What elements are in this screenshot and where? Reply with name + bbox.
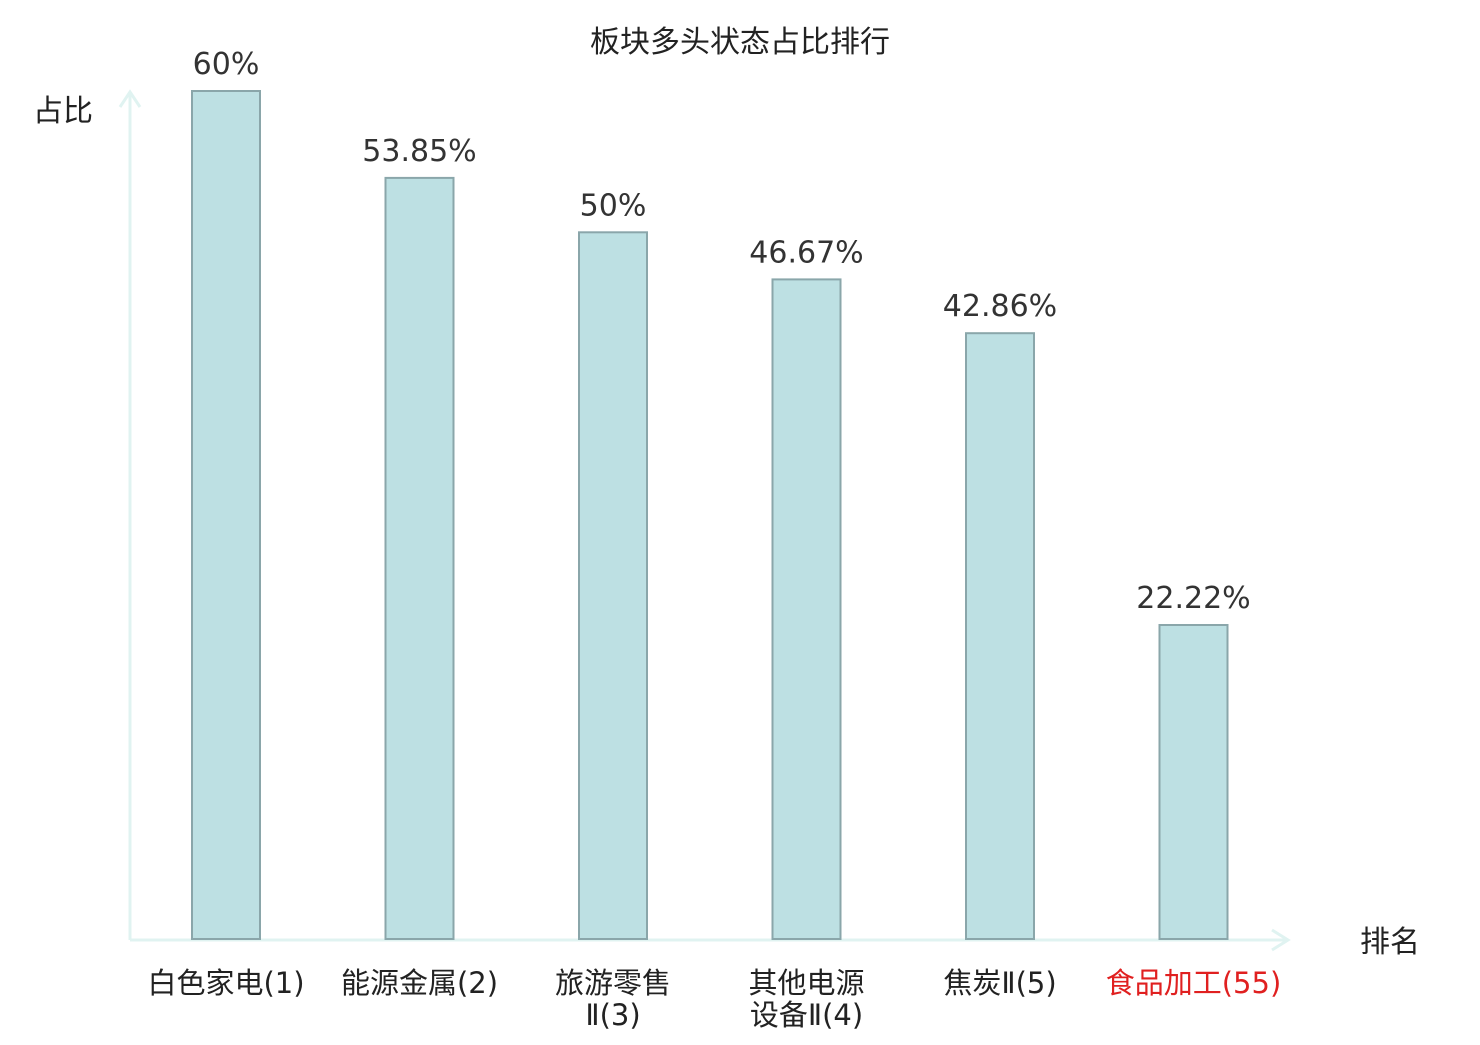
value-label-4: 46.67% bbox=[749, 235, 863, 270]
value-label-1: 60% bbox=[193, 47, 260, 82]
value-label-3: 50% bbox=[580, 188, 647, 223]
y-axis-arrow bbox=[118, 89, 142, 108]
y-axis-label: 占比 bbox=[33, 94, 93, 129]
x-axis-arrow bbox=[1271, 928, 1291, 952]
value-label-5: 42.86% bbox=[943, 289, 1057, 324]
value-labels-group: 60% 53.85% 50% 46.67% 42.86% 22.22% bbox=[193, 47, 1251, 616]
bars-group bbox=[191, 90, 1229, 941]
x-axis-label: 排名 bbox=[1360, 925, 1420, 960]
chart-title: 板块多头状态占比排行 bbox=[590, 25, 890, 60]
bar-2 bbox=[384, 176, 455, 940]
category-label-3-line-1: 旅游零售 bbox=[555, 966, 671, 1000]
bar-3 bbox=[578, 231, 648, 941]
bar-4 bbox=[771, 278, 842, 940]
category-label-6: 食品加工(55) bbox=[1106, 966, 1282, 1000]
category-label-1: 白色家电(1) bbox=[147, 966, 304, 1000]
bar-5 bbox=[965, 332, 1035, 940]
bar-1 bbox=[191, 90, 261, 940]
value-label-2: 53.85% bbox=[362, 134, 476, 169]
category-label-3-line-2: Ⅱ(3) bbox=[585, 998, 640, 1032]
category-label-4-line-2: 设备Ⅱ(4) bbox=[750, 998, 863, 1032]
category-label-4-line-1: 其他电源 bbox=[748, 966, 864, 1000]
bar-6 bbox=[1158, 624, 1229, 940]
category-label-2: 能源金属(2) bbox=[341, 966, 498, 1000]
value-label-6: 22.22% bbox=[1136, 581, 1250, 616]
category-label-5: 焦炭Ⅱ(5) bbox=[943, 966, 1056, 1000]
